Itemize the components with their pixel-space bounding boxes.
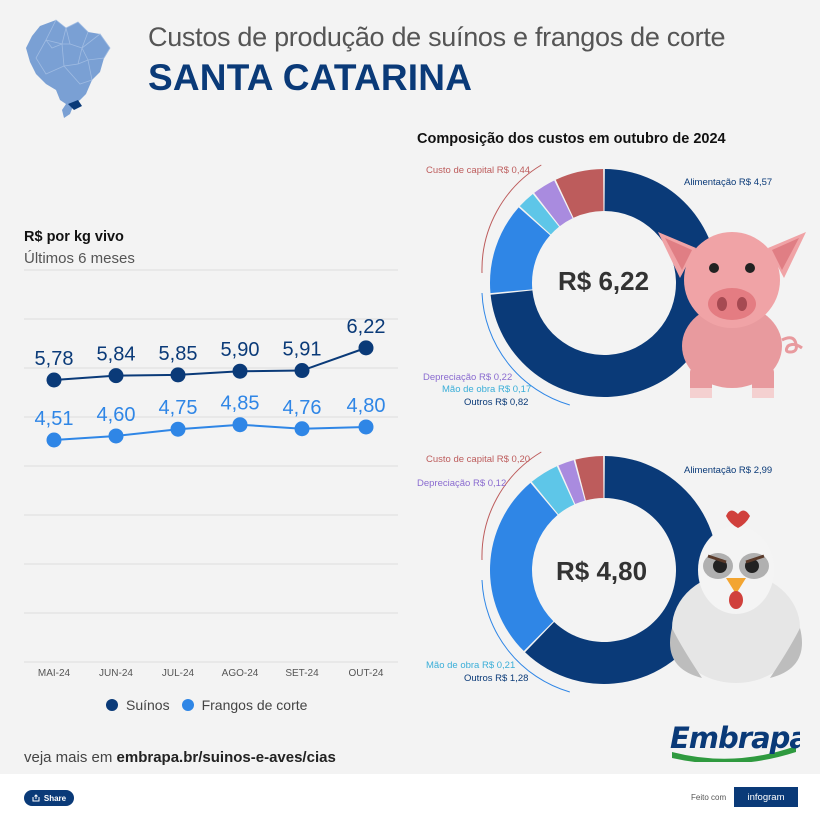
line-chart-subtitle: Últimos 6 meses: [24, 250, 135, 267]
chicken-label-capital: Custo de capital R$ 0,20: [426, 454, 531, 465]
share-button[interactable]: Share: [24, 790, 74, 806]
chicken-donut-leader-capital: [481, 451, 542, 561]
x-tick-label-1: JUN-24: [99, 668, 133, 679]
chicken-illustration: [670, 510, 802, 683]
suinos-point-1: [108, 368, 124, 384]
x-tick-label-0: MAI-24: [38, 668, 71, 679]
frangos-data-label-1: 4,60: [97, 404, 136, 426]
chicken-label-outros: Outros R$ 1,28: [464, 673, 529, 684]
pig-label-outros: Outros R$ 0,82: [464, 397, 529, 408]
suinos-point-5: [358, 340, 374, 356]
pig-donut-leader-capital: [481, 164, 542, 274]
pig-illustration: [658, 232, 806, 398]
suinos-data-label-3: 5,90: [221, 339, 260, 361]
x-tick-label-3: AGO-24: [222, 668, 259, 679]
suinos-point-4: [294, 363, 310, 379]
chicken-label-mao-de-obra: Mão de obra R$ 0,21: [426, 660, 516, 671]
chicken-donut-slice-4: [575, 456, 604, 501]
frangos-data-label-4: 4,76: [283, 397, 322, 419]
suinos-point-0: [46, 372, 62, 388]
x-tick-label-5: OUT-24: [348, 668, 383, 679]
frangos-data-label-3: 4,85: [221, 393, 260, 415]
frangos-data-label-2: 4,75: [159, 397, 198, 419]
pig-label-depreciacao: Depreciação R$ 0,22: [423, 372, 513, 383]
line-chart-title: R$ por kg vivo: [24, 229, 124, 245]
frangos-data-label-0: 4,51: [35, 408, 74, 430]
chicken-donut-slice-3: [558, 460, 585, 505]
brazil-map-icon: [26, 19, 111, 118]
x-tick-label-4: SET-24: [285, 668, 319, 679]
footer-prefix: veja mais em: [24, 749, 117, 766]
legend-label-frangos: Frangos de corte: [201, 697, 308, 713]
share-icon: [32, 794, 40, 802]
legend-swatch-suinos: [106, 699, 118, 711]
legend-item-frangos[interactable]: Frangos de corte: [181, 697, 308, 713]
x-tick-label-2: JUL-24: [162, 668, 195, 679]
footer-link[interactable]: embrapa.br/suinos-e-aves/cias: [116, 749, 336, 766]
pig-label-alimentacao: Alimentação R$ 4,57: [684, 177, 773, 188]
suinos-data-label-5: 6,22: [347, 316, 386, 338]
chicken-donut-slice-1: [490, 482, 558, 652]
suinos-point-2: [170, 367, 186, 383]
bottom-bar: [0, 774, 820, 820]
line-chart: 5,78 5,84 5,85 5,90 5,91 6,22 4,51 4,60 4,75 4,85…: [24, 269, 398, 679]
chicken-center-value: R$ 4,80: [556, 556, 648, 586]
svg-text:Embrapa: Embrapa: [670, 721, 800, 755]
pig-donut-slice-1: [490, 207, 551, 294]
pig-donut-slice-4: [555, 169, 604, 218]
pig-label-capital: Custo de capital R$ 0,44: [426, 165, 531, 176]
pig-label-mao-de-obra: Mão de obra R$ 0,17: [442, 384, 532, 395]
frangos-point-3: [232, 417, 248, 433]
suinos-data-label-2: 5,85: [159, 343, 198, 365]
pig-donut-slice-3: [534, 180, 573, 227]
chicken-label-alimentacao: Alimentação R$ 2,99: [684, 465, 773, 476]
made-with-text: Feito com: [691, 793, 727, 802]
legend-swatch-frangos: [181, 699, 194, 711]
series-line-1: [53, 423, 367, 441]
suinos-data-label-0: 5,78: [35, 348, 74, 370]
series-line-0: [53, 346, 367, 381]
infogram-badge[interactable]: infogram: [734, 787, 798, 807]
pig-center-value: R$ 6,22: [558, 266, 650, 296]
page-title: Custos de produção de suínos e frangos d…: [148, 22, 726, 52]
suinos-point-3: [232, 363, 248, 379]
frangos-point-5: [358, 419, 374, 435]
footer-link-text: veja mais em embrapa.br/suinos-e-aves/ci…: [24, 749, 336, 766]
frangos-data-label-5: 4,80: [347, 395, 386, 417]
chicken-donut-slice-2: [531, 466, 575, 515]
region-title: SANTA CATARINA: [148, 57, 473, 98]
pig-donut-slice-2: [519, 193, 560, 235]
suinos-data-label-1: 5,84: [97, 344, 136, 366]
legend-label-suinos: Suínos: [126, 697, 170, 713]
share-label: Share: [43, 793, 67, 803]
chart-legend: Suínos Frangos de corte: [106, 697, 319, 713]
frangos-point-4: [294, 421, 310, 437]
composition-title: Composição dos custos em outubro de 2024: [417, 131, 726, 147]
legend-item-suinos[interactable]: Suínos: [106, 697, 170, 713]
frangos-point-1: [108, 428, 124, 444]
suinos-data-label-4: 5,91: [283, 339, 322, 361]
chicken-label-depreciacao: Depreciação R$ 0,12: [417, 478, 507, 489]
embrapa-logo: Embrapa: [670, 721, 800, 762]
frangos-point-2: [170, 421, 186, 437]
frangos-point-0: [46, 432, 62, 448]
